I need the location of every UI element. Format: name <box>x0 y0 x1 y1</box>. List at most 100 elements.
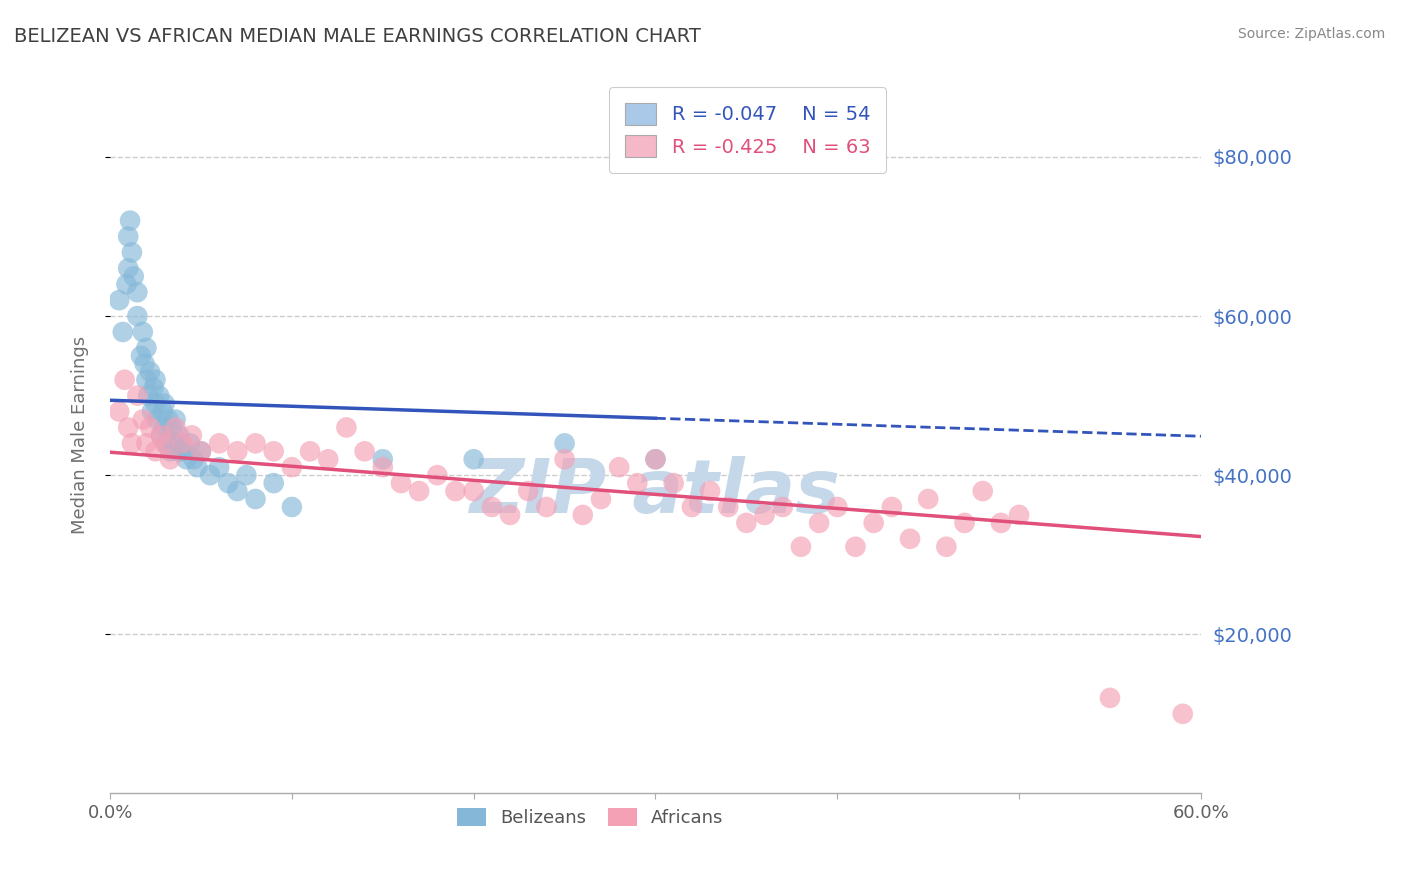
Point <box>121 436 143 450</box>
Point <box>245 491 267 506</box>
Point <box>554 436 576 450</box>
Point <box>153 436 176 450</box>
Point <box>517 484 540 499</box>
Point <box>139 365 162 379</box>
Point <box>155 436 177 450</box>
Point <box>117 261 139 276</box>
Point <box>754 508 776 522</box>
Point <box>152 404 174 418</box>
Point <box>554 452 576 467</box>
Point <box>165 420 187 434</box>
Point <box>108 293 131 308</box>
Point <box>159 452 181 467</box>
Point <box>1008 508 1031 522</box>
Point <box>114 373 136 387</box>
Point <box>170 436 193 450</box>
Point <box>141 404 163 418</box>
Point <box>165 412 187 426</box>
Point <box>644 452 666 467</box>
Point <box>371 452 394 467</box>
Point <box>163 436 186 450</box>
Point <box>167 428 190 442</box>
Point <box>389 476 412 491</box>
Point <box>681 500 703 514</box>
Point <box>263 476 285 491</box>
Point <box>917 491 939 506</box>
Point <box>117 420 139 434</box>
Point <box>699 484 721 499</box>
Point <box>115 277 138 292</box>
Point <box>153 396 176 410</box>
Point <box>217 476 239 491</box>
Point <box>607 460 630 475</box>
Point <box>145 373 167 387</box>
Text: BELIZEAN VS AFRICAN MEDIAN MALE EARNINGS CORRELATION CHART: BELIZEAN VS AFRICAN MEDIAN MALE EARNINGS… <box>14 27 702 45</box>
Point <box>190 444 212 458</box>
Point <box>145 396 167 410</box>
Point <box>463 452 485 467</box>
Point <box>953 516 976 530</box>
Point <box>481 500 503 514</box>
Point <box>108 404 131 418</box>
Point <box>180 428 202 442</box>
Point <box>186 460 208 475</box>
Point <box>408 484 430 499</box>
Point <box>149 428 172 442</box>
Point <box>136 389 159 403</box>
Point <box>146 412 169 426</box>
Point <box>499 508 522 522</box>
Point <box>208 460 231 475</box>
Point <box>990 516 1012 530</box>
Point <box>134 357 156 371</box>
Text: ZIP atlas: ZIP atlas <box>470 456 841 529</box>
Point <box>844 540 866 554</box>
Point <box>127 389 149 403</box>
Point <box>179 436 201 450</box>
Point <box>335 420 357 434</box>
Point <box>145 444 167 458</box>
Point <box>772 500 794 514</box>
Point <box>353 444 375 458</box>
Point <box>172 444 194 458</box>
Point <box>127 309 149 323</box>
Point <box>139 420 162 434</box>
Point <box>135 436 157 450</box>
Point <box>226 444 249 458</box>
Point <box>148 389 170 403</box>
Point <box>299 444 322 458</box>
Point <box>626 476 648 491</box>
Point <box>135 341 157 355</box>
Point <box>172 436 194 450</box>
Point <box>198 468 221 483</box>
Point <box>166 444 188 458</box>
Point <box>190 444 212 458</box>
Point <box>790 540 813 554</box>
Point <box>176 452 198 467</box>
Point <box>972 484 994 499</box>
Point <box>1098 690 1121 705</box>
Point <box>160 420 183 434</box>
Point <box>159 444 181 458</box>
Point <box>589 491 612 506</box>
Point <box>463 484 485 499</box>
Point <box>132 325 155 339</box>
Point <box>426 468 449 483</box>
Point <box>735 516 758 530</box>
Point <box>121 245 143 260</box>
Point <box>149 428 172 442</box>
Point <box>536 500 558 514</box>
Point <box>281 460 304 475</box>
Point <box>808 516 831 530</box>
Text: Source: ZipAtlas.com: Source: ZipAtlas.com <box>1237 27 1385 41</box>
Point <box>122 269 145 284</box>
Point <box>644 452 666 467</box>
Point <box>153 420 176 434</box>
Point <box>263 444 285 458</box>
Point <box>117 229 139 244</box>
Point <box>827 500 849 514</box>
Point <box>316 452 339 467</box>
Point <box>281 500 304 514</box>
Point <box>129 349 152 363</box>
Legend: Belizeans, Africans: Belizeans, Africans <box>450 801 731 834</box>
Point <box>935 540 957 554</box>
